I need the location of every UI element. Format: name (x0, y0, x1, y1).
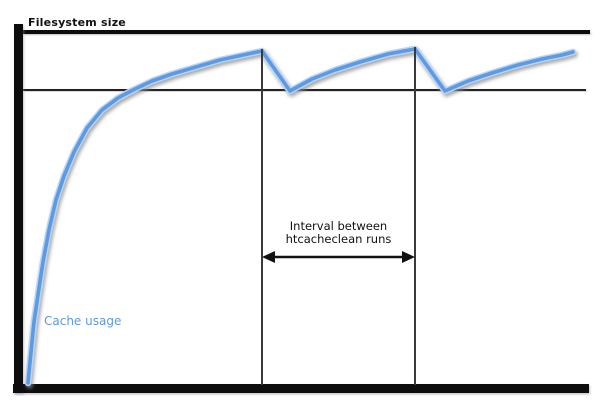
cache-usage-curve (24, 45, 577, 387)
y-axis (14, 24, 23, 393)
x-axis (13, 384, 589, 393)
interval-label-line1: Interval between (289, 219, 388, 233)
interval-label: Interval between htcacheclean runs (262, 220, 415, 246)
cache-usage-curve-line (26, 47, 575, 385)
arrow-right-head-icon (402, 251, 415, 263)
cache-usage-label: Cache usage (44, 314, 122, 328)
filesystem-size-label: Filesystem size (28, 16, 126, 29)
interval-arrow (262, 251, 415, 263)
cache-usage-curve-halo (24, 45, 577, 387)
arrow-left-head-icon (262, 251, 275, 263)
interval-label-line2: htcacheclean runs (285, 232, 392, 246)
filesystem-size-line (23, 30, 590, 34)
cache-limit-line (23, 89, 586, 91)
